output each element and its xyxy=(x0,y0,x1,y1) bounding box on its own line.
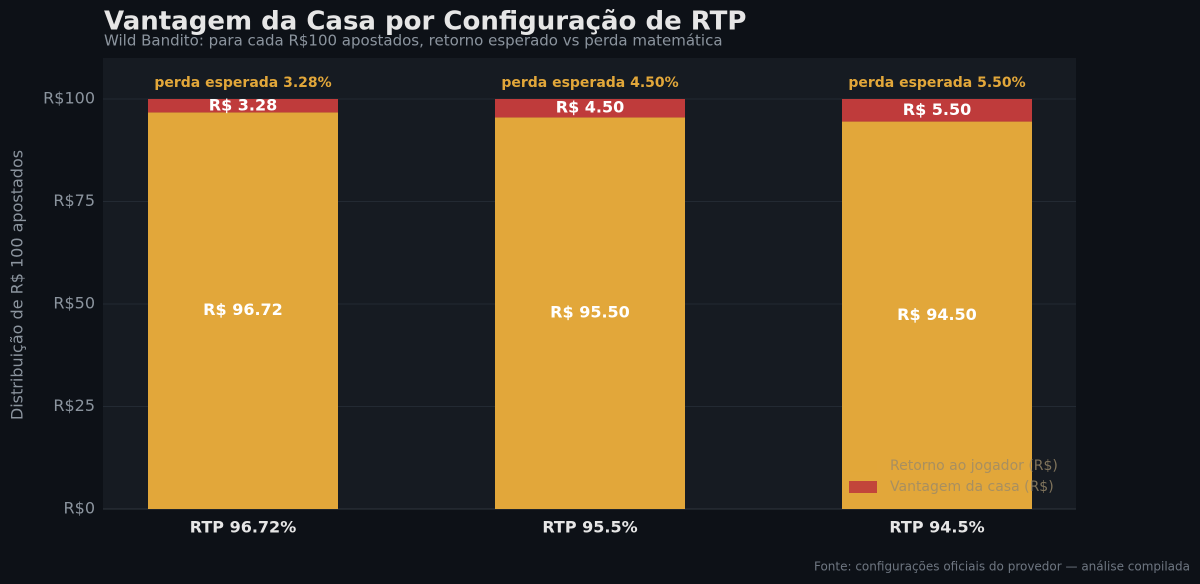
x-tick-label: RTP 96.72% xyxy=(190,518,296,537)
value-label: R$ 4.50 xyxy=(556,98,625,117)
y-tick-label: R$0 xyxy=(64,499,95,518)
legend-label: Vantagem da casa (R$) xyxy=(890,479,1054,495)
legend-swatch xyxy=(849,460,877,472)
bar-segment xyxy=(842,121,1032,510)
y-tick-label: R$100 xyxy=(43,89,95,108)
bar-segment xyxy=(495,99,685,118)
y-axis-label: Distribuição de R$ 100 apostados xyxy=(8,150,27,420)
source-note: Fonte: configurações oficiais do provedo… xyxy=(814,560,1190,574)
y-tick-label: R$75 xyxy=(53,191,95,210)
x-tick-label: RTP 94.5% xyxy=(889,518,984,537)
annotation: perda esperada 4.50% xyxy=(501,75,678,91)
legend-label: Retorno ao jogador (R$) xyxy=(890,458,1058,474)
bar-segment xyxy=(148,112,338,509)
bar-segment xyxy=(148,99,338,113)
bar-segment xyxy=(842,99,1032,122)
annotation: perda esperada 5.50% xyxy=(848,75,1025,91)
chart-title: Vantagem da Casa por Configuração de RTP xyxy=(104,7,746,37)
value-label: R$ 95.50 xyxy=(550,303,630,322)
x-tick-label: RTP 95.5% xyxy=(542,518,637,537)
value-label: R$ 5.50 xyxy=(903,100,972,119)
value-label: R$ 3.28 xyxy=(209,96,278,115)
value-label: R$ 96.72 xyxy=(203,300,283,319)
y-tick-label: R$50 xyxy=(53,294,95,313)
chart-subtitle: Wild Bandito: para cada R$100 apostados,… xyxy=(104,32,723,50)
value-label: R$ 94.50 xyxy=(897,305,977,324)
bar-segment xyxy=(495,117,685,509)
legend-swatch xyxy=(849,481,877,493)
y-tick-label: R$25 xyxy=(53,396,95,415)
annotation: perda esperada 3.28% xyxy=(154,75,331,91)
